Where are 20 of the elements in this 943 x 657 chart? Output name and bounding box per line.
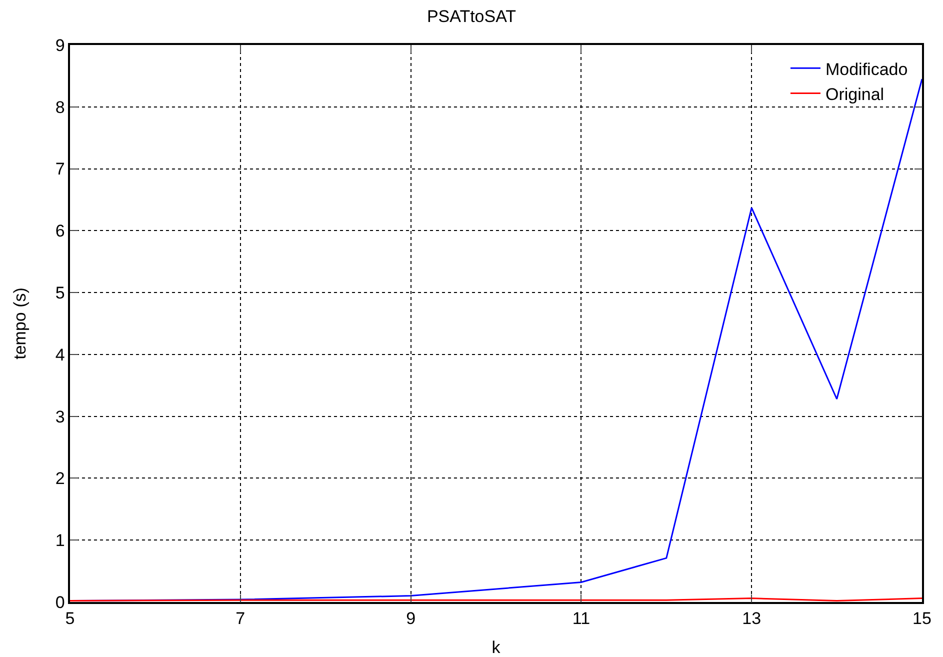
y-tick-label: 6 — [55, 222, 65, 241]
legend-label: Modificado — [825, 60, 908, 79]
y-tick-label: 5 — [55, 284, 65, 303]
legend-label: Original — [825, 84, 884, 104]
y-tick-label: 8 — [55, 98, 65, 117]
x-tick-label: 9 — [406, 609, 416, 628]
y-tick-label: 3 — [55, 407, 65, 426]
x-axis-title: k — [492, 638, 501, 657]
y-tick-label: 0 — [55, 592, 65, 612]
y-tick-label: 4 — [55, 345, 65, 364]
y-tick-label: 2 — [55, 469, 65, 488]
x-tick-label: 13 — [742, 609, 762, 628]
x-tick-label: 11 — [572, 609, 590, 628]
y-tick-label: 1 — [55, 531, 65, 550]
y-axis-title: tempo (s) — [10, 288, 30, 360]
y-tick-label: 7 — [55, 160, 65, 179]
x-tick-label: 7 — [236, 609, 246, 628]
y-tick-label: 9 — [55, 36, 65, 55]
x-tick-label: 15 — [912, 609, 932, 628]
chart-title: PSATtoSAT — [426, 6, 516, 26]
